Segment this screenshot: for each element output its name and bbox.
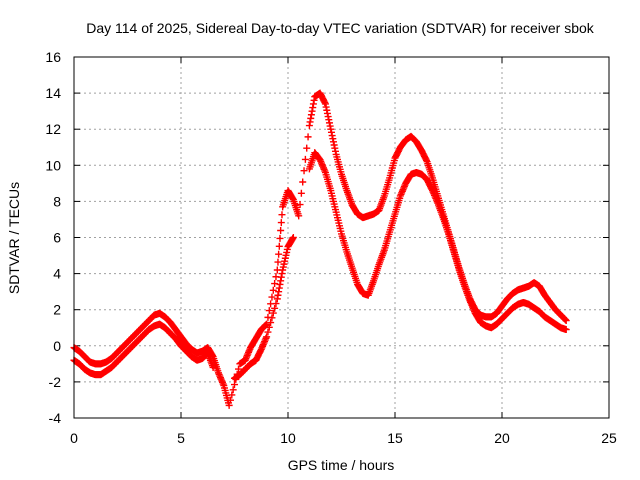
x-tick-label: 20 — [494, 430, 510, 446]
y-axis-label: SDTVAR / TECUs — [6, 182, 22, 294]
x-tick-label: 25 — [601, 430, 617, 446]
y-tick-label: -4 — [49, 410, 62, 426]
data-point-fill — [304, 133, 312, 141]
tick-labels: 0 5 10 15 20 25 -4 -2 0 2 4 6 8 10 12 14 16 — [45, 49, 617, 446]
data-point — [263, 320, 271, 328]
data-point-fill — [299, 178, 307, 186]
y-tick-label: 10 — [45, 157, 61, 173]
data-point-fill — [277, 227, 285, 235]
data-point-fill — [296, 201, 304, 209]
x-tick-label: 5 — [177, 430, 185, 446]
data-point — [289, 234, 297, 241]
data-point-fill — [297, 189, 305, 197]
data-point-fill — [228, 391, 236, 399]
data-point — [562, 317, 570, 325]
data-point-fill — [264, 328, 272, 336]
data-series-1 — [70, 89, 570, 409]
x-axis-label: GPS time / hours — [288, 457, 395, 473]
data-point-fill — [269, 286, 277, 294]
grid — [74, 57, 609, 418]
data-point-fill — [264, 313, 272, 321]
data-point — [225, 401, 233, 409]
data-point-fill — [278, 211, 286, 219]
data-point-fill — [267, 300, 275, 308]
data-point-fill — [276, 234, 284, 242]
data-point-fill — [275, 242, 283, 250]
data-point-fill — [226, 396, 234, 404]
y-tick-label: 0 — [53, 338, 61, 354]
data-point — [562, 326, 570, 334]
data-point-fill — [275, 250, 283, 258]
data-point-fill — [229, 386, 237, 394]
y-tick-label: 14 — [45, 85, 61, 101]
data-point — [295, 212, 303, 220]
data-point-fill — [265, 307, 273, 315]
data-point-fill — [274, 258, 282, 266]
data-point-fill — [277, 219, 285, 227]
y-tick-label: 16 — [45, 49, 61, 65]
plot-area — [70, 89, 570, 409]
data-point-fill — [235, 365, 243, 373]
data-point-fill — [269, 309, 277, 317]
x-tick-label: 15 — [387, 430, 403, 446]
y-tick-label: 12 — [45, 121, 61, 137]
x-tick-label: 0 — [70, 430, 78, 446]
data-point-fill — [268, 293, 276, 301]
y-tick-label: 8 — [53, 193, 61, 209]
data-point-fill — [271, 280, 279, 288]
chart-title: Day 114 of 2025, Sidereal Day-to-day VTE… — [86, 20, 595, 36]
data-point-fill — [301, 155, 309, 163]
data-point-fill — [271, 304, 279, 312]
y-tick-label: 4 — [53, 266, 61, 282]
data-point-fill — [233, 370, 241, 378]
data-point-fill — [303, 144, 311, 152]
y-tick-label: -2 — [49, 374, 62, 390]
y-tick-label: 6 — [53, 230, 61, 246]
y-tick-label: 2 — [53, 302, 61, 318]
data-point-fill — [231, 381, 238, 389]
data-point — [273, 266, 281, 274]
data-point-fill — [267, 319, 275, 327]
data-point-fill — [300, 167, 308, 175]
data-point-fill — [232, 375, 240, 383]
data-point-fill — [272, 273, 280, 281]
plot-frame — [73, 56, 610, 419]
x-tick-label: 10 — [280, 430, 296, 446]
data-point — [263, 333, 271, 341]
